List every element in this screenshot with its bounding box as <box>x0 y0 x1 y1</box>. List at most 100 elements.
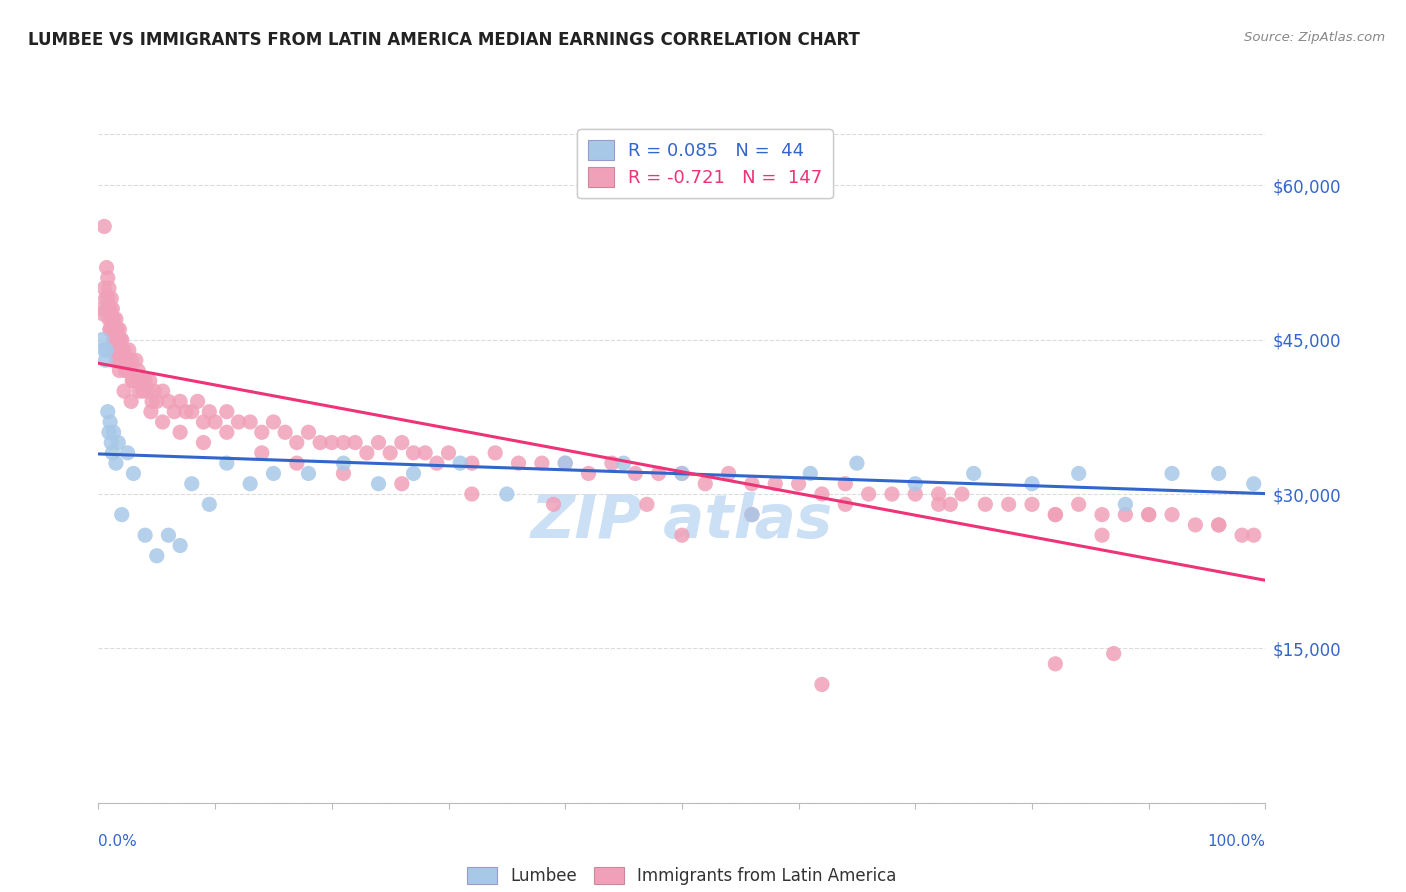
Point <box>904 487 927 501</box>
Point <box>228 415 250 429</box>
Point <box>834 476 856 491</box>
Point <box>391 435 413 450</box>
Point <box>997 497 1019 511</box>
Point <box>97 271 120 285</box>
Point <box>141 394 163 409</box>
Point <box>741 476 763 491</box>
Point <box>671 467 693 481</box>
Point <box>122 467 145 481</box>
Point <box>101 301 124 316</box>
Point <box>215 405 238 419</box>
Point <box>136 384 159 398</box>
Point <box>530 456 553 470</box>
Point <box>391 476 413 491</box>
Legend: R = 0.085   N =  44, R = -0.721   N =  147: R = 0.085 N = 44, R = -0.721 N = 147 <box>578 129 834 198</box>
Point <box>928 497 950 511</box>
Point <box>134 374 156 388</box>
Point <box>437 446 460 460</box>
Point <box>146 549 169 563</box>
Point <box>193 415 215 429</box>
Point <box>1021 497 1043 511</box>
Point <box>367 476 389 491</box>
Point <box>100 292 122 306</box>
Point <box>104 312 127 326</box>
Point <box>169 425 191 440</box>
Point <box>100 435 122 450</box>
Point <box>717 467 740 481</box>
Point <box>367 435 389 450</box>
Point <box>962 467 984 481</box>
Point <box>1243 476 1265 491</box>
Point <box>98 301 121 316</box>
Point <box>647 467 669 481</box>
Point <box>250 446 273 460</box>
Point <box>108 322 131 336</box>
Point <box>180 405 202 419</box>
Point <box>118 343 141 357</box>
Point <box>94 353 117 368</box>
Point <box>858 487 880 501</box>
Point <box>128 384 150 398</box>
Point <box>98 415 121 429</box>
Point <box>239 476 262 491</box>
Point <box>134 528 156 542</box>
Point <box>187 394 209 409</box>
Point <box>132 384 155 398</box>
Point <box>125 353 148 368</box>
Point <box>578 467 600 481</box>
Point <box>120 394 142 409</box>
Point <box>139 374 162 388</box>
Point <box>461 487 484 501</box>
Point <box>378 446 402 460</box>
Point <box>108 363 131 377</box>
Point <box>1114 497 1136 511</box>
Point <box>104 322 127 336</box>
Point <box>297 467 319 481</box>
Point <box>93 219 115 234</box>
Point <box>1137 508 1160 522</box>
Point <box>104 343 127 357</box>
Point <box>97 281 120 295</box>
Point <box>104 456 127 470</box>
Text: ZIP atlas: ZIP atlas <box>531 492 832 551</box>
Point <box>1208 467 1230 481</box>
Point <box>110 353 132 368</box>
Point <box>94 292 117 306</box>
Point <box>624 467 647 481</box>
Point <box>198 497 221 511</box>
Point <box>1045 508 1067 522</box>
Point <box>402 446 425 460</box>
Point <box>163 405 186 419</box>
Point <box>198 405 221 419</box>
Point <box>122 374 145 388</box>
Point <box>1243 528 1265 542</box>
Point <box>613 456 636 470</box>
Point <box>1161 508 1184 522</box>
Point <box>1208 517 1230 532</box>
Point <box>107 353 129 368</box>
Point <box>250 425 273 440</box>
Point <box>152 415 174 429</box>
Point <box>1091 508 1114 522</box>
Point <box>101 322 124 336</box>
Point <box>695 476 717 491</box>
Point <box>1161 467 1184 481</box>
Point <box>114 363 136 377</box>
Point <box>111 508 134 522</box>
Point <box>120 353 142 368</box>
Point <box>90 333 112 347</box>
Point <box>508 456 530 470</box>
Point <box>215 456 238 470</box>
Point <box>112 384 135 398</box>
Point <box>554 456 576 470</box>
Point <box>554 456 576 470</box>
Point <box>1021 476 1043 491</box>
Point <box>93 281 115 295</box>
Point <box>112 343 135 357</box>
Point <box>157 394 180 409</box>
Point <box>127 363 149 377</box>
Point <box>105 322 128 336</box>
Point <box>98 322 121 336</box>
Point <box>671 528 693 542</box>
Text: LUMBEE VS IMMIGRANTS FROM LATIN AMERICA MEDIAN EARNINGS CORRELATION CHART: LUMBEE VS IMMIGRANTS FROM LATIN AMERICA … <box>28 31 860 49</box>
